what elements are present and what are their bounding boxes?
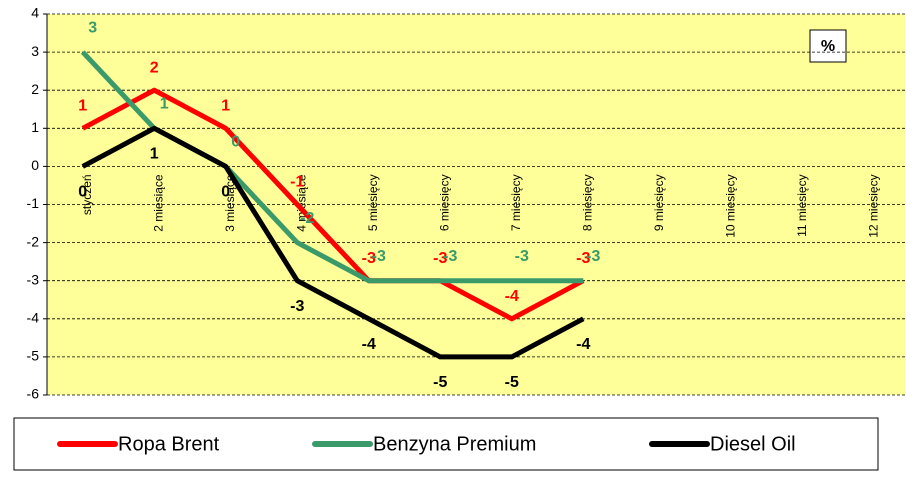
- x-tick-label: 4 miesiące: [294, 174, 308, 232]
- annotation: %: [821, 38, 835, 55]
- legend-label: Ropa Brent: [118, 433, 220, 455]
- y-tick-label: 1: [31, 119, 39, 135]
- data-label: 1: [221, 98, 230, 115]
- x-tick-label: 10 miesięcy: [723, 174, 737, 237]
- data-label: -4: [576, 336, 590, 353]
- y-tick-label: -4: [27, 310, 40, 326]
- data-label: -4: [362, 336, 376, 353]
- x-tick-label: 3 miesiące: [223, 174, 237, 232]
- legend-label: Diesel Oil: [710, 433, 796, 455]
- y-tick-label: 3: [31, 43, 39, 59]
- data-label: -3: [515, 248, 529, 265]
- data-label: 1: [160, 96, 169, 113]
- data-label: -3: [586, 248, 600, 265]
- y-tick-label: -1: [27, 195, 40, 211]
- data-label: -4: [505, 288, 519, 305]
- x-tick-label: 12 miesięcy: [866, 174, 880, 237]
- y-tick-label: -5: [27, 348, 40, 364]
- y-tick-label: 2: [31, 81, 39, 97]
- x-tick-label: 6 miesięcy: [437, 174, 451, 231]
- data-label: -5: [505, 374, 519, 391]
- x-tick-label: 11 miesięcy: [795, 174, 809, 236]
- data-label: 3: [88, 19, 97, 36]
- data-label: -5: [433, 374, 447, 391]
- y-tick-label: 4: [31, 5, 39, 21]
- legend-label: Benzyna Premium: [373, 433, 536, 455]
- data-label: 0: [231, 134, 240, 151]
- data-label: -3: [372, 248, 386, 265]
- x-tick-label: styczeń: [80, 174, 94, 215]
- x-tick-label: 7 miesięcy: [509, 174, 523, 231]
- x-tick-label: 8 miesięcy: [580, 174, 594, 231]
- x-tick-label: 2 miesiące: [151, 174, 165, 232]
- data-label: 0: [78, 184, 87, 201]
- y-tick-label: -3: [27, 271, 40, 287]
- series-line: [81, 87, 585, 322]
- data-label: -1: [290, 174, 304, 191]
- data-label: 2: [150, 59, 159, 76]
- y-tick-label: 0: [31, 157, 39, 173]
- y-tick-label: -6: [27, 386, 40, 402]
- y-tick-label: -2: [27, 233, 40, 249]
- plot-area: [47, 14, 905, 395]
- data-label: -3: [362, 250, 376, 267]
- x-tick-label: 5 miesięcy: [366, 174, 380, 231]
- data-label: 0: [221, 184, 230, 201]
- data-label: 1: [150, 146, 159, 163]
- data-label: -3: [443, 248, 457, 265]
- data-label: -3: [290, 298, 304, 315]
- x-tick-label: 9 miesięcy: [652, 174, 666, 231]
- data-label: -3: [576, 250, 590, 267]
- annotation-box: [809, 29, 847, 63]
- data-label: 1: [78, 98, 87, 115]
- series-line: [81, 125, 585, 360]
- data-label: -3: [433, 250, 447, 267]
- data-label: -2: [300, 210, 314, 227]
- legend: [13, 417, 879, 471]
